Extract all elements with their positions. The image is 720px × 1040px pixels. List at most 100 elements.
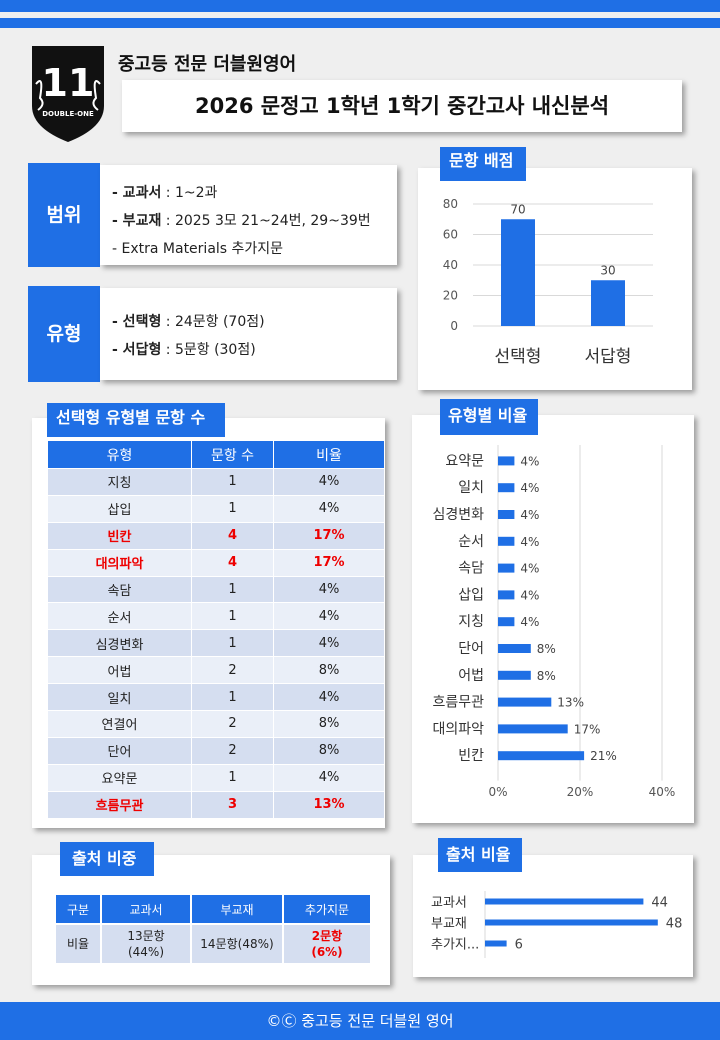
cell-type: 연결어 [47, 710, 192, 738]
bar [501, 219, 535, 326]
table-row: 지칭 1 4% [47, 468, 385, 496]
y-tick-label: 어법 [458, 668, 484, 684]
y-tick-label: 20 [443, 289, 458, 303]
x-tick-label: 20% [567, 785, 594, 799]
cell-ratio: 17% [273, 548, 385, 577]
score-bar-chart: 0 20 40 60 80 70 선택형 30 서답형 [443, 197, 653, 367]
source-cell: 14문항(48%) [190, 923, 284, 965]
table-row: 속담 1 4% [47, 575, 385, 604]
y-tick-label: 60 [443, 228, 458, 242]
cell-type: 빈칸 [47, 521, 192, 550]
bar [498, 590, 515, 600]
bar [498, 724, 568, 734]
row-label: 비율 [54, 923, 102, 965]
cell-ratio: 4% [273, 763, 385, 792]
cell-type: 요약문 [47, 763, 192, 792]
cell-count: 4 [191, 548, 274, 577]
cell-type: 순서 [47, 602, 192, 631]
type-label: 유형 [28, 286, 100, 382]
table-row: 삽입 1 4% [47, 494, 385, 523]
y-tick-label: 삽입 [458, 587, 484, 603]
top-accent-bar-secondary [0, 18, 720, 28]
data-label: 4% [520, 562, 539, 576]
cell-type: 일치 [47, 683, 192, 712]
cell-type: 단어 [47, 736, 192, 765]
data-label: 4% [520, 535, 539, 549]
y-tick-label: 흐름무관 [432, 695, 484, 711]
cell-type: 흐름무관 [47, 790, 192, 819]
y-tick-label: 단어 [458, 641, 484, 657]
y-tick-label: 심경변화 [432, 507, 484, 523]
source-table: 구분 교과서 부교재 추가지문 비율 13문항 (44%) 14문항(48%) 2… [54, 893, 372, 965]
bar [498, 644, 531, 653]
cell-count: 1 [191, 575, 274, 604]
scope-card: - 교과서 : 1~2과 - 부교재 : 2025 3모 21~24번, 29~… [100, 165, 397, 265]
cell-count: 4 [191, 521, 274, 550]
data-label: 4% [520, 508, 539, 522]
y-tick-label: 속담 [458, 561, 484, 577]
y-tick-label: 일치 [458, 480, 484, 496]
table-header: 부교재 [190, 893, 284, 925]
chart2-tab: 유형별 비율 [440, 399, 538, 435]
bar [498, 536, 515, 546]
type-item: - 선택형 : 24문항 (70점) [112, 314, 265, 330]
table-row: 비율 13문항 (44%) 14문항(48%) 2문항 (6%) [54, 923, 372, 965]
table-row: 요약문 1 4% [47, 763, 385, 792]
cell-ratio: 4% [273, 629, 385, 658]
bar [498, 670, 531, 680]
type-item: - 서답형 : 5문항 (30점) [112, 342, 256, 358]
data-label: 4% [520, 454, 539, 468]
bar [485, 898, 644, 905]
cell-type: 삽입 [47, 494, 192, 523]
bar [498, 751, 585, 761]
cell-count: 1 [191, 763, 274, 792]
cell-ratio: 8% [273, 710, 385, 738]
x-tick-label: 0% [488, 785, 507, 799]
data-label: 8% [537, 669, 556, 683]
table-row: 빈칸 4 17% [47, 521, 385, 550]
y-tick-label: 80 [443, 197, 458, 211]
cell-count: 1 [191, 629, 274, 658]
table-row: 순서 1 4% [47, 602, 385, 631]
table-header: 교과서 [100, 893, 192, 925]
cell-count: 2 [191, 736, 274, 765]
cell-ratio: 4% [273, 575, 385, 604]
type-count-table: 유형 문항 수 비율 지칭 1 4% 삽입 1 4% 빈칸 4 17% 대의파악 4 17% 속담 1 4%… [47, 440, 385, 819]
x-tick-label: 선택형 [495, 347, 542, 367]
bar [591, 280, 625, 326]
svg-text:11: 11 [42, 61, 95, 105]
table-row: 대의파악 4 17% [47, 548, 385, 577]
y-tick-label: 순서 [458, 534, 484, 550]
cell-ratio: 4% [273, 468, 385, 496]
bar [485, 919, 658, 926]
table-row: 흐름무관 3 13% [47, 790, 385, 819]
cell-ratio: 8% [273, 656, 385, 685]
table-row: 단어 2 8% [47, 736, 385, 765]
y-tick-label: 0 [450, 319, 458, 333]
type-ratio-chart-card: 0% 20% 40% 요약문 4% 일치 4% 심경변화 4% 순서 4% 속담 4% 삽입 4% 지칭 4% 단… [412, 415, 694, 823]
cell-ratio: 8% [273, 736, 385, 765]
cell-ratio: 13% [273, 790, 385, 819]
cell-type: 대의파악 [47, 548, 192, 577]
bar [498, 483, 515, 493]
y-tick-label: 요약문 [445, 453, 484, 469]
table-header: 유형 [47, 440, 192, 469]
scope-label: 범위 [28, 163, 100, 267]
table-row: 일치 1 4% [47, 683, 385, 712]
source-ratio-chart-card: 교과서 44 부교재 48 추가지... 6 [413, 855, 693, 977]
cell-type: 지칭 [47, 468, 192, 496]
data-label: 21% [590, 749, 617, 763]
source-cell: 13문항 (44%) [100, 923, 192, 965]
source-cell: 2문항 (6%) [282, 923, 372, 965]
table-row: 연결어 2 8% [47, 710, 385, 738]
y-tick-label: 교과서 [431, 896, 467, 911]
cell-ratio: 17% [273, 521, 385, 550]
x-tick-label: 서답형 [585, 347, 632, 367]
data-label: 8% [537, 642, 556, 656]
source-ratio-bar-chart: 교과서 44 부교재 48 추가지... 6 [431, 891, 682, 958]
scope-item: - 교과서 : 1~2과 [112, 185, 218, 201]
brand-name: 중고등 전문 더블원영어 [118, 54, 297, 75]
bar [498, 617, 515, 627]
y-tick-label: 40 [443, 258, 458, 272]
bar [498, 456, 515, 466]
